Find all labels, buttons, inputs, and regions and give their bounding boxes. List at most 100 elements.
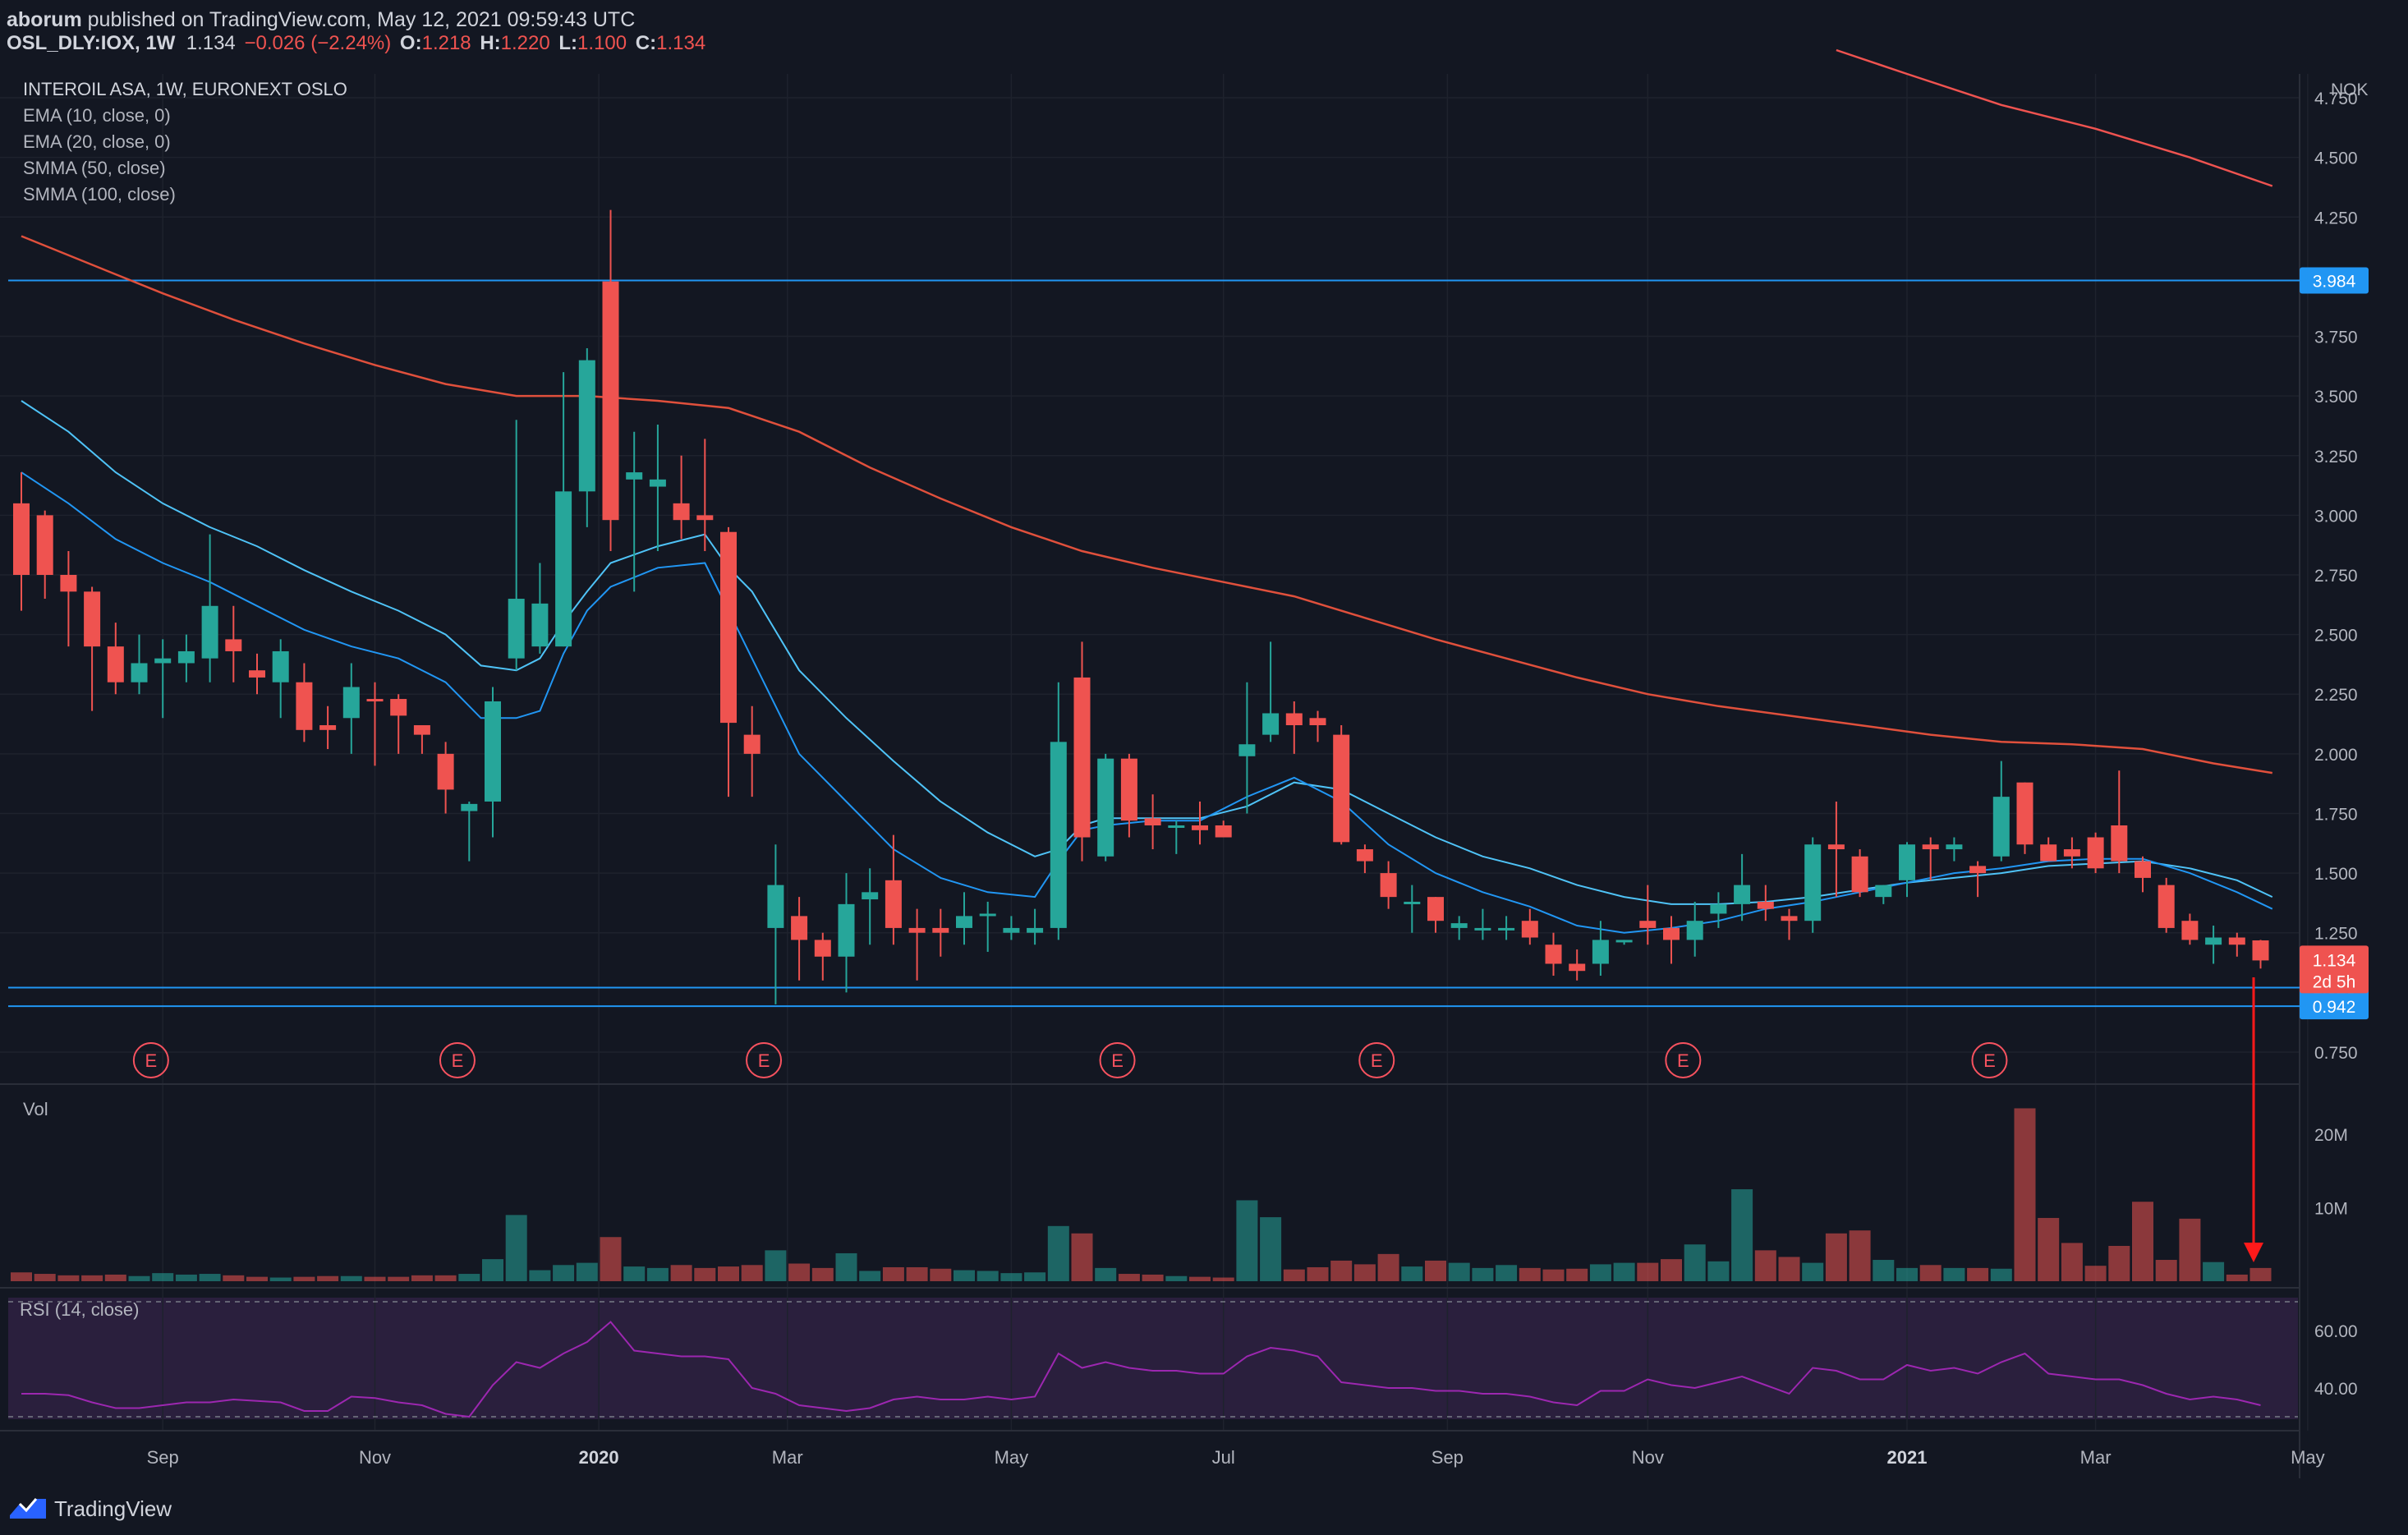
- candle: [2135, 856, 2151, 893]
- horizontal-lines[interactable]: [8, 279, 2300, 1008]
- legend-rsi[interactable]: RSI (14, close): [20, 1299, 140, 1320]
- candle-body: [1827, 844, 1845, 850]
- candle: [2016, 782, 2033, 854]
- legend-volume[interactable]: Vol: [23, 1099, 48, 1119]
- volume-bar: [1778, 1257, 1800, 1281]
- volume-bar: [788, 1263, 811, 1281]
- last-price-text: 1.134: [2313, 951, 2356, 970]
- candle-body: [1285, 713, 1303, 725]
- rsi-pane: [8, 1301, 2298, 1418]
- volume-bar: [1496, 1265, 1518, 1281]
- candle: [1686, 901, 1703, 957]
- candle-body: [2111, 825, 2128, 862]
- volume-bar: [1707, 1261, 1730, 1281]
- legend-smma100[interactable]: SMMA (100, close): [23, 184, 176, 205]
- candles[interactable]: [13, 209, 2269, 1004]
- volume-bar: [1377, 1253, 1399, 1281]
- candle: [1639, 885, 1657, 945]
- tradingview-logo-icon[interactable]: [8, 1494, 48, 1524]
- volume-bar: [741, 1265, 763, 1281]
- candle-body: [1144, 818, 1161, 825]
- price-axis[interactable]: 4.750 4.500 4.250 3.750 3.500 3.250 3.000 2.750…: [2314, 90, 2358, 1063]
- candle: [649, 425, 666, 551]
- moving-averages-smma: [21, 48, 2273, 774]
- candle: [1569, 949, 1586, 981]
- candle: [673, 455, 690, 540]
- time-tick-label: Sep: [1431, 1447, 1464, 1468]
- candle-body: [1003, 927, 1020, 933]
- candle: [1192, 801, 1208, 845]
- candle-body: [649, 479, 666, 487]
- candle-body: [485, 701, 501, 802]
- moving-averages-ema: [21, 400, 2273, 934]
- candle: [107, 623, 124, 695]
- candle: [743, 705, 761, 797]
- candle-body: [84, 591, 101, 647]
- candle: [578, 348, 595, 527]
- volume-bar: [1754, 1250, 1776, 1281]
- footer-brand[interactable]: TradingView: [54, 1496, 172, 1521]
- hline-tag: 3.984: [2300, 267, 2369, 294]
- author-name[interactable]: aborum: [7, 8, 82, 31]
- candle-body: [461, 803, 478, 811]
- close-label: C:: [635, 32, 657, 54]
- candle: [342, 663, 360, 754]
- candle: [626, 431, 643, 592]
- candle: [319, 705, 337, 750]
- volume-bar: [718, 1266, 739, 1281]
- chart-canvas[interactable]: E E E E E E E 4.750 4.500 4.250 3.750 3.500 3.250 3.…: [0, 0, 2408, 1482]
- candle-body: [531, 603, 549, 647]
- candle: [2111, 770, 2128, 874]
- legend-ema20[interactable]: EMA (20, close, 0): [23, 131, 171, 152]
- candle: [225, 605, 242, 682]
- volume-bar: [1825, 1233, 1847, 1281]
- last-price: 1.134: [186, 32, 236, 54]
- candle-body: [908, 927, 926, 933]
- volume-bar: [1425, 1260, 1446, 1281]
- candle-body: [696, 515, 714, 521]
- volume-bar: [2038, 1217, 2060, 1281]
- candle-body: [131, 663, 148, 682]
- candle-body: [13, 503, 30, 575]
- time-tick-label: Nov: [359, 1447, 391, 1468]
- hline-tag-text: 0.942: [2313, 998, 2356, 1017]
- volume-bar: [529, 1270, 551, 1281]
- time-axis[interactable]: Sep Nov 2020 Mar May Jul Sep Nov 2021 Mar May: [147, 1447, 2325, 1468]
- candle: [131, 634, 148, 695]
- pane-separators: [0, 74, 2300, 1478]
- candle: [1262, 641, 1280, 742]
- candle-body: [1569, 963, 1586, 972]
- volume-bar: [199, 1274, 221, 1281]
- time-tick-label: May: [995, 1447, 1029, 1468]
- candle-body: [814, 940, 831, 957]
- candle: [838, 873, 855, 993]
- price-tick-label: 1.500: [2314, 865, 2358, 884]
- candle: [767, 844, 784, 1004]
- legend-smma50[interactable]: SMMA (50, close): [23, 158, 166, 178]
- candle: [485, 687, 501, 838]
- symbol-name[interactable]: OSL_DLY:IOX, 1W: [7, 32, 176, 54]
- earnings-marker: E: [439, 1042, 476, 1078]
- volume-bar: [1212, 1277, 1234, 1281]
- candle-body: [602, 281, 619, 521]
- volume-bar: [694, 1267, 716, 1281]
- candle: [555, 372, 572, 647]
- time-tick-label: Nov: [1632, 1447, 1664, 1468]
- candle: [84, 586, 101, 711]
- candle-body: [1498, 927, 1515, 931]
- legend-ema10[interactable]: EMA (10, close, 0): [23, 105, 171, 126]
- candle: [1309, 710, 1326, 742]
- candle: [36, 510, 53, 600]
- price-tick-label: 4.500: [2314, 149, 2358, 168]
- time-tick-label: May: [2291, 1447, 2325, 1468]
- candle-body: [1238, 744, 1256, 756]
- candle-body: [437, 753, 454, 790]
- volume-bar: [317, 1275, 339, 1281]
- candle-body: [1922, 844, 1939, 850]
- candle-body: [1521, 921, 1538, 938]
- candle: [531, 563, 549, 654]
- volume-bar: [954, 1270, 975, 1281]
- volume-bar: [1189, 1276, 1211, 1281]
- earnings-marker: E: [1358, 1042, 1395, 1078]
